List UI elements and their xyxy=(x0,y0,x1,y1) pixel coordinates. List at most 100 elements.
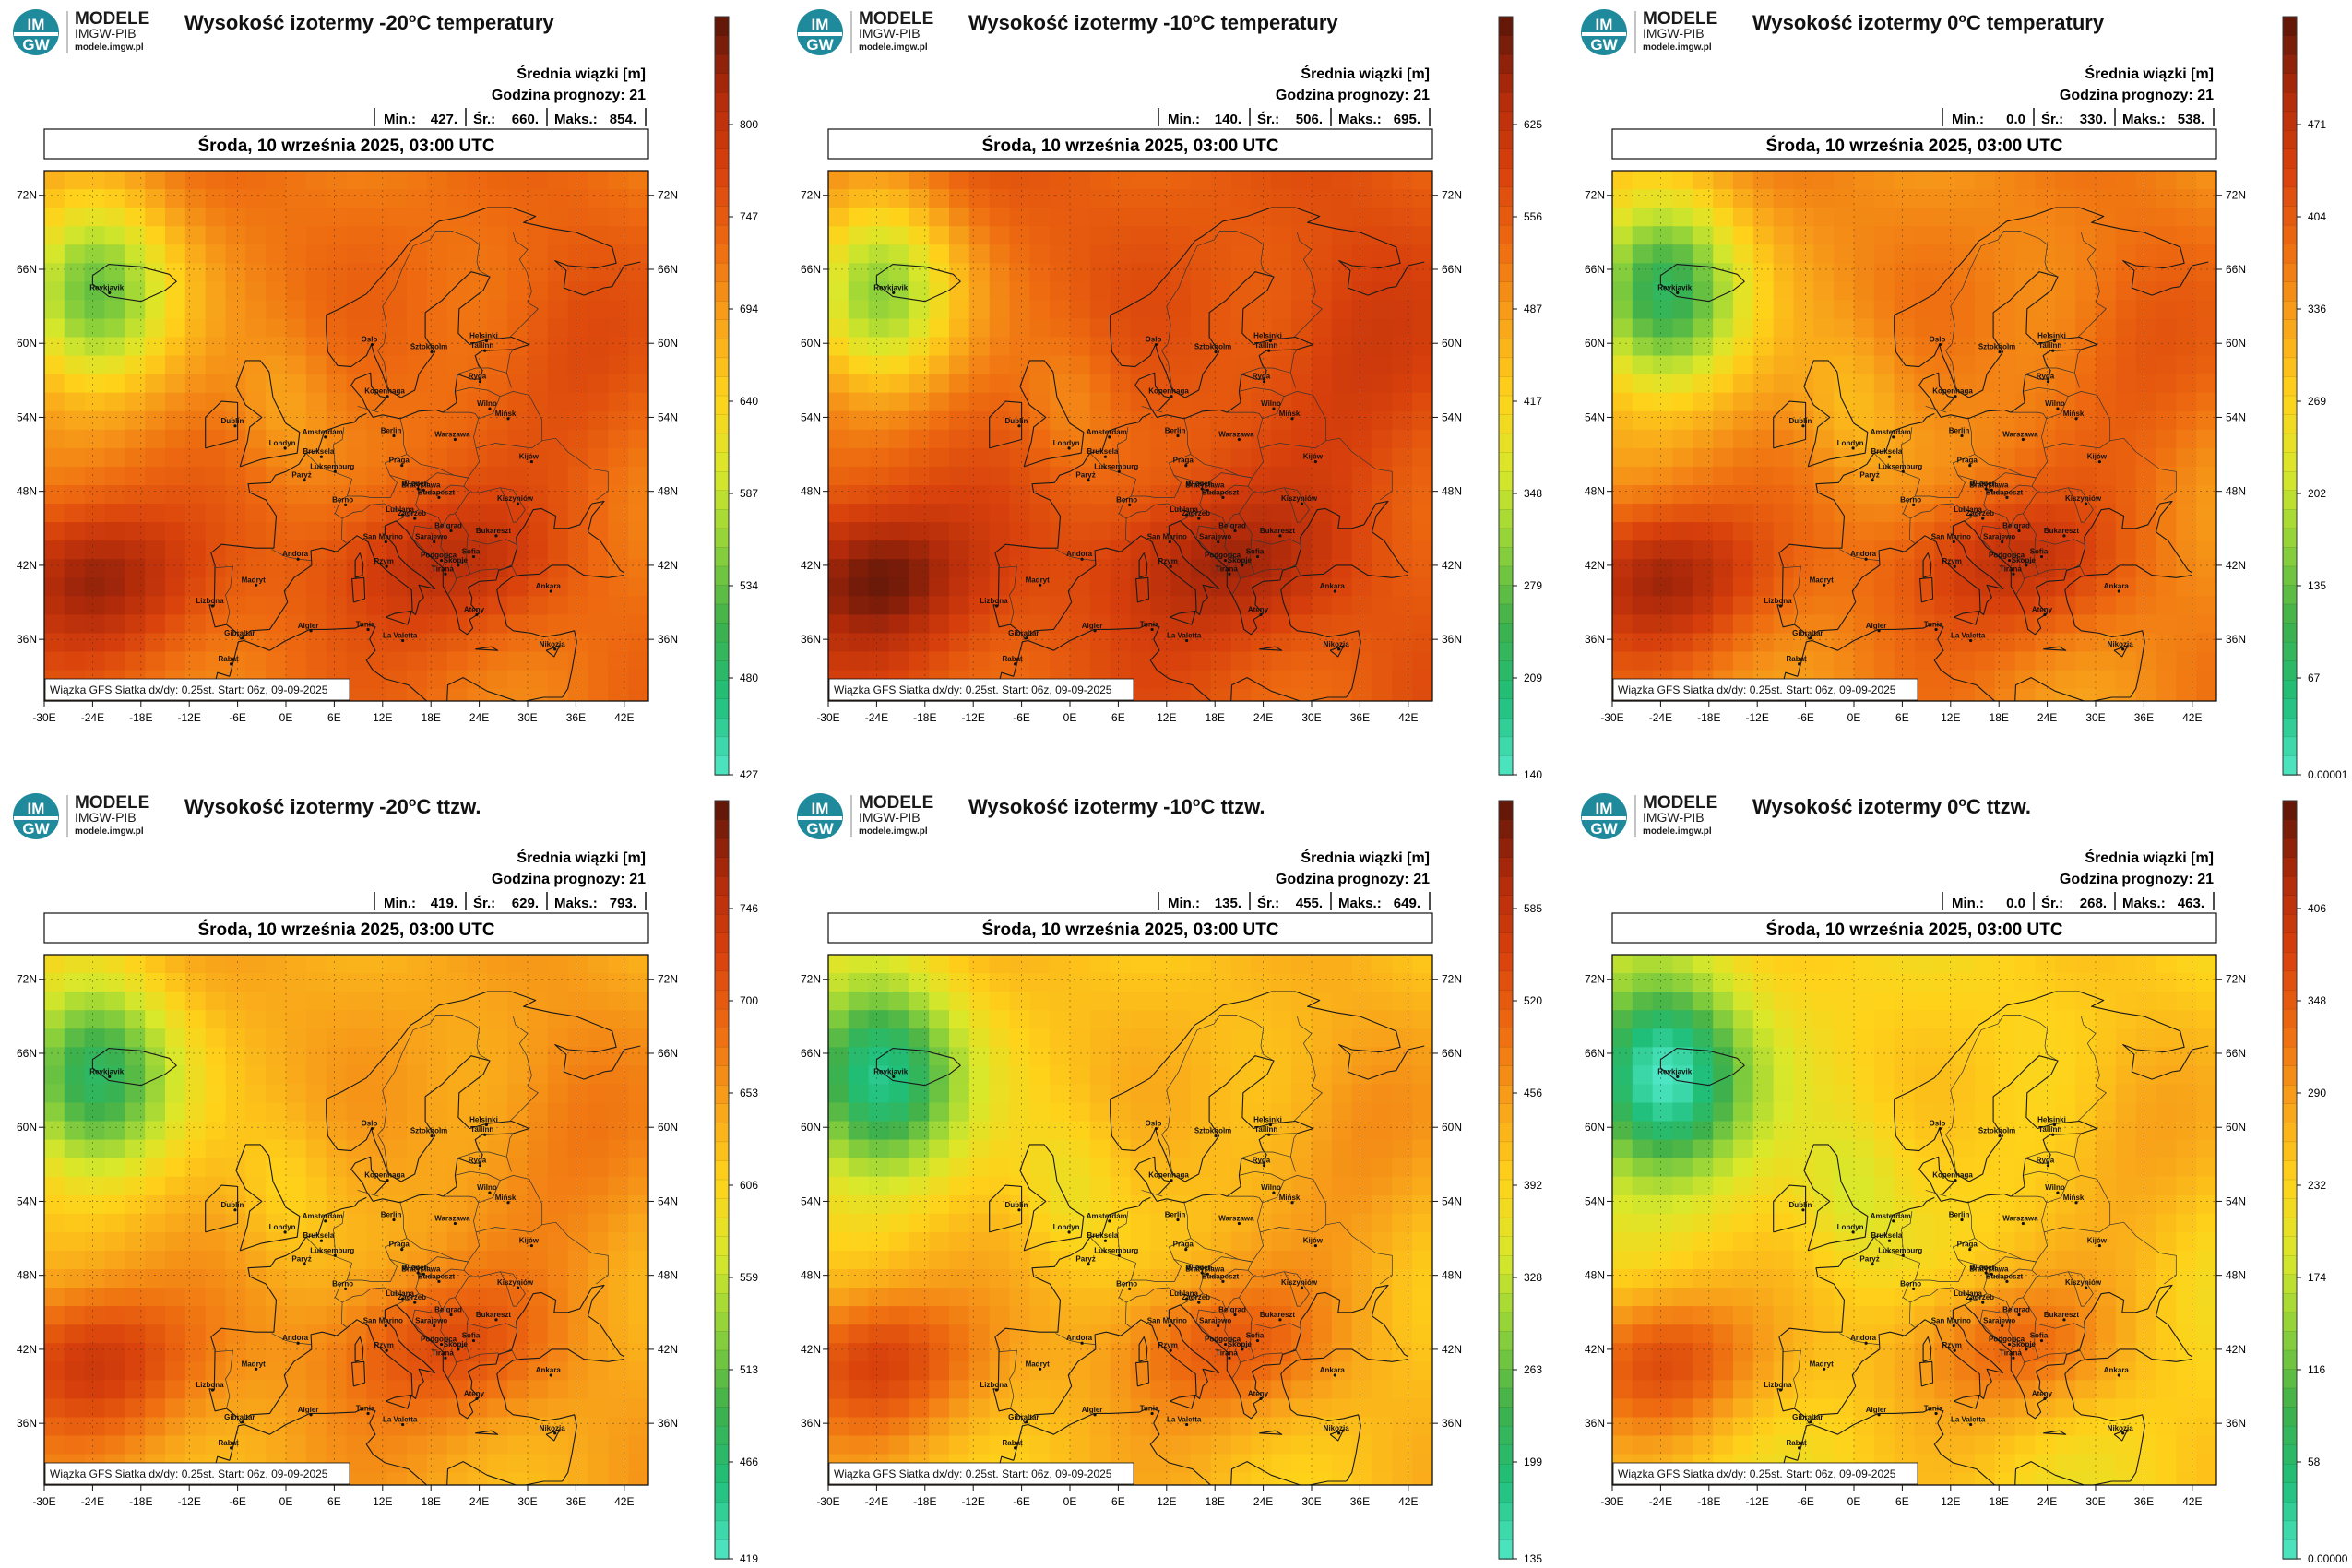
field-cell xyxy=(1632,447,1654,468)
field-cell xyxy=(2115,540,2137,561)
field-cell xyxy=(528,208,549,227)
field-cell xyxy=(1752,189,1775,208)
field-cell xyxy=(1230,1028,1253,1049)
field-cell xyxy=(1089,355,1111,375)
field-cell xyxy=(507,171,529,190)
field-cell xyxy=(2014,614,2037,635)
field-cell xyxy=(407,973,428,992)
field-cell xyxy=(1110,281,1132,302)
border-line xyxy=(1161,231,1240,351)
field-cell xyxy=(528,1306,549,1325)
border-line xyxy=(1125,483,1206,519)
field-cell xyxy=(968,1010,991,1030)
field-cell xyxy=(628,1231,648,1252)
field-cell xyxy=(1110,318,1132,339)
field-cell xyxy=(888,992,910,1011)
field-cell xyxy=(1392,208,1413,227)
stats-min-value: 427. xyxy=(431,112,457,127)
city-marker xyxy=(516,1286,520,1289)
field-cell xyxy=(104,1324,126,1345)
colorbar-band xyxy=(714,357,730,378)
field-cell xyxy=(104,1231,126,1252)
field-cell xyxy=(2115,281,2137,302)
field-cell xyxy=(165,1343,186,1363)
city-label: Tunis xyxy=(356,620,375,628)
field-cell xyxy=(1150,189,1171,208)
field-cell xyxy=(567,392,589,412)
field-cell xyxy=(84,244,106,265)
stats-avg-label: Śr.: xyxy=(1257,111,1279,127)
field-cell xyxy=(2055,485,2076,505)
field-cell xyxy=(909,300,930,320)
field-cell xyxy=(286,1288,307,1307)
field-cell xyxy=(1271,1047,1292,1067)
field-cell xyxy=(1070,226,1091,246)
coastline xyxy=(1797,623,2131,701)
height-field xyxy=(828,955,1432,1485)
field-cell xyxy=(608,522,629,541)
field-cell xyxy=(125,1139,146,1159)
field-cell xyxy=(1392,1084,1413,1104)
colorbar-band xyxy=(2282,262,2298,283)
field-cell xyxy=(205,374,227,394)
logo-badge-stripe xyxy=(14,816,58,820)
field-cell xyxy=(125,577,146,598)
field-cell xyxy=(1070,1084,1091,1104)
field-cell xyxy=(1652,485,1674,505)
field-cell xyxy=(507,447,529,468)
city-label: Kiszyniów xyxy=(497,494,534,503)
field-cell xyxy=(1372,281,1394,302)
field-cell xyxy=(326,1435,348,1455)
field-cell xyxy=(305,1361,327,1382)
field-cell xyxy=(184,226,207,246)
field-cell xyxy=(467,263,489,283)
city-label: Berno xyxy=(332,1279,353,1288)
lat-tick-label-right: 42N xyxy=(658,1343,678,1356)
field-cell xyxy=(1733,596,1754,616)
field-cell xyxy=(2096,596,2117,616)
field-cell xyxy=(1210,1084,1232,1104)
colorbar-band xyxy=(2282,53,2298,75)
field-cell xyxy=(868,226,890,246)
field-cell xyxy=(326,1361,348,1382)
field-cell xyxy=(84,447,106,468)
field-cell xyxy=(426,670,448,690)
field-cell xyxy=(407,1028,428,1049)
logo-badge: IMGW xyxy=(1581,9,1627,55)
field-cell xyxy=(286,318,307,339)
field-cell xyxy=(1070,318,1091,339)
field-cell xyxy=(528,1324,549,1345)
coastlines xyxy=(91,991,641,1485)
coastline xyxy=(2064,564,2192,698)
field-cell xyxy=(1914,670,1936,690)
field-cell xyxy=(1994,318,2016,339)
field-cell xyxy=(888,226,910,246)
border-line xyxy=(357,406,379,413)
field-cell xyxy=(487,504,508,523)
lat-tick-label-right: 42N xyxy=(2226,559,2246,572)
field-cell xyxy=(1813,577,1835,598)
field-cell xyxy=(608,337,629,357)
field-cell xyxy=(165,485,186,505)
field-cell xyxy=(628,559,648,579)
city-label: Andora xyxy=(282,1334,309,1342)
field-cell xyxy=(968,171,991,190)
field-cell xyxy=(888,374,910,394)
field-cell xyxy=(929,355,950,375)
field-cell xyxy=(446,1361,469,1382)
colorbar-band xyxy=(714,319,730,340)
field-cell xyxy=(1210,485,1232,505)
field-cell xyxy=(909,281,930,302)
field-cell xyxy=(64,1084,86,1104)
field-cell xyxy=(426,1047,448,1067)
field-cell xyxy=(1110,955,1132,974)
city-marker xyxy=(1017,424,1021,428)
city-label: Warszawa xyxy=(434,1215,470,1223)
field-cell xyxy=(184,392,207,412)
field-cell xyxy=(1271,614,1292,635)
field-cell xyxy=(245,281,267,302)
field-cell xyxy=(225,1084,247,1104)
field-cell xyxy=(547,973,569,992)
field-cell xyxy=(1632,374,1654,394)
field-cell xyxy=(225,429,247,449)
